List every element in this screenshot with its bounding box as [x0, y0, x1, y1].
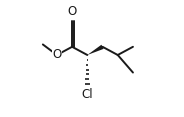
Text: Cl: Cl — [82, 88, 93, 101]
Text: O: O — [52, 48, 61, 62]
Polygon shape — [87, 45, 104, 55]
Text: O: O — [68, 5, 77, 18]
